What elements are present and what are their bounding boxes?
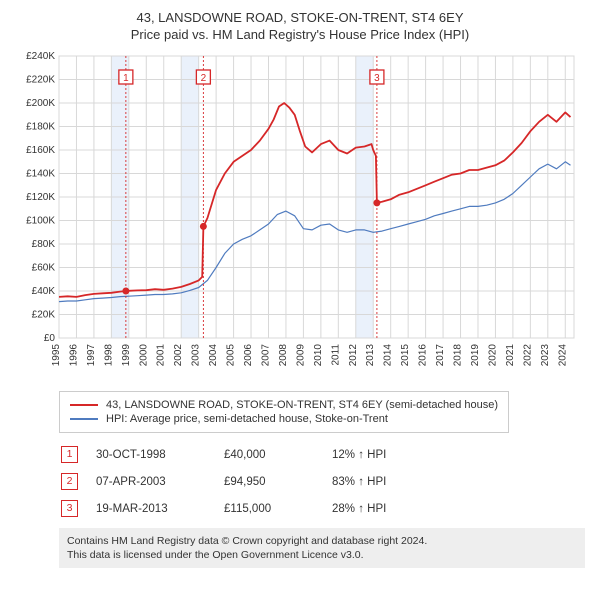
- svg-text:2016: 2016: [418, 344, 429, 367]
- svg-text:£100K: £100K: [26, 216, 55, 227]
- svg-text:2003: 2003: [191, 344, 202, 367]
- svg-text:2004: 2004: [208, 344, 219, 367]
- event-date: 30-OCT-1998: [96, 449, 206, 461]
- event-number-badge: 1: [61, 446, 78, 463]
- svg-text:2021: 2021: [505, 344, 516, 367]
- svg-text:2011: 2011: [330, 344, 341, 366]
- svg-text:2: 2: [201, 73, 207, 84]
- svg-text:1996: 1996: [68, 344, 79, 367]
- svg-text:£200K: £200K: [26, 98, 55, 109]
- svg-text:1998: 1998: [103, 344, 114, 367]
- svg-text:£40K: £40K: [32, 286, 56, 297]
- event-pct-vs-hpi: 83% ↑ HPI: [332, 476, 442, 488]
- svg-text:3: 3: [374, 73, 380, 84]
- chart-container: £0 £20K £40K £60K £80K £100K £120K £140K £160K £1…: [15, 50, 585, 383]
- event-pct-vs-hpi: 28% ↑ HPI: [332, 503, 442, 515]
- legend-label: 43, LANSDOWNE ROAD, STOKE-ON-TRENT, ST4 …: [106, 399, 498, 411]
- svg-text:£240K: £240K: [26, 51, 55, 62]
- sale-event-row: 3 19-MAR-2013 £115,000 28% ↑ HPI: [59, 495, 585, 522]
- sale-event-row: 1 30-OCT-1998 £40,000 12% ↑ HPI: [59, 441, 585, 468]
- svg-text:2015: 2015: [400, 344, 411, 367]
- svg-text:2019: 2019: [470, 344, 481, 367]
- svg-text:1: 1: [123, 73, 129, 84]
- svg-text:2000: 2000: [138, 344, 149, 367]
- svg-text:£0: £0: [44, 333, 56, 344]
- svg-text:2012: 2012: [348, 344, 359, 367]
- attribution-footer: Contains HM Land Registry data © Crown c…: [59, 528, 585, 568]
- legend-swatch: [70, 404, 98, 406]
- svg-text:£60K: £60K: [32, 263, 56, 274]
- event-number-badge: 3: [61, 500, 78, 517]
- svg-text:£220K: £220K: [26, 75, 55, 86]
- svg-text:1997: 1997: [86, 344, 97, 367]
- svg-text:£20K: £20K: [32, 310, 56, 321]
- svg-text:2009: 2009: [295, 344, 306, 367]
- event-pct-vs-hpi: 12% ↑ HPI: [332, 449, 442, 461]
- svg-text:2013: 2013: [365, 344, 376, 367]
- legend-label: HPI: Average price, semi-detached house,…: [106, 413, 388, 425]
- svg-text:2005: 2005: [226, 344, 237, 367]
- legend-swatch: [70, 418, 98, 420]
- svg-text:£120K: £120K: [26, 192, 55, 203]
- svg-text:£80K: £80K: [32, 239, 56, 250]
- svg-text:2017: 2017: [435, 344, 446, 367]
- svg-text:2002: 2002: [173, 344, 184, 367]
- svg-text:2020: 2020: [487, 344, 498, 367]
- svg-text:£160K: £160K: [26, 145, 55, 156]
- legend-box: 43, LANSDOWNE ROAD, STOKE-ON-TRENT, ST4 …: [59, 391, 509, 433]
- chart-title-block: 43, LANSDOWNE ROAD, STOKE-ON-TRENT, ST4 …: [15, 10, 585, 42]
- svg-text:1999: 1999: [121, 344, 132, 367]
- event-date: 19-MAR-2013: [96, 503, 206, 515]
- event-price: £94,950: [224, 476, 314, 488]
- price-chart: £0 £20K £40K £60K £80K £100K £120K £140K £160K £1…: [15, 50, 580, 380]
- svg-text:£140K: £140K: [26, 169, 55, 180]
- sale-events-table: 1 30-OCT-1998 £40,000 12% ↑ HPI 2 07-APR-2003…: [59, 441, 585, 522]
- event-number-badge: 2: [61, 473, 78, 490]
- event-price: £40,000: [224, 449, 314, 461]
- event-price: £115,000: [224, 503, 314, 515]
- title-line-1: 43, LANSDOWNE ROAD, STOKE-ON-TRENT, ST4 …: [15, 10, 585, 25]
- footer-line-1: Contains HM Land Registry data © Crown c…: [67, 534, 577, 548]
- svg-text:2022: 2022: [522, 344, 533, 367]
- svg-text:2007: 2007: [260, 344, 271, 367]
- svg-text:2010: 2010: [313, 344, 324, 367]
- svg-text:£180K: £180K: [26, 122, 55, 133]
- svg-text:2001: 2001: [156, 344, 167, 367]
- legend-row: 43, LANSDOWNE ROAD, STOKE-ON-TRENT, ST4 …: [70, 398, 498, 412]
- sale-event-row: 2 07-APR-2003 £94,950 83% ↑ HPI: [59, 468, 585, 495]
- title-line-2: Price paid vs. HM Land Registry's House …: [15, 27, 585, 42]
- svg-text:2023: 2023: [540, 344, 551, 367]
- svg-text:2024: 2024: [557, 344, 568, 367]
- event-date: 07-APR-2003: [96, 476, 206, 488]
- legend-row: HPI: Average price, semi-detached house,…: [70, 412, 498, 426]
- svg-text:2008: 2008: [278, 344, 289, 367]
- footer-line-2: This data is licensed under the Open Gov…: [67, 548, 577, 562]
- svg-text:2018: 2018: [453, 344, 464, 367]
- svg-text:1995: 1995: [51, 344, 62, 367]
- svg-text:2014: 2014: [383, 344, 394, 367]
- svg-text:2006: 2006: [243, 344, 254, 367]
